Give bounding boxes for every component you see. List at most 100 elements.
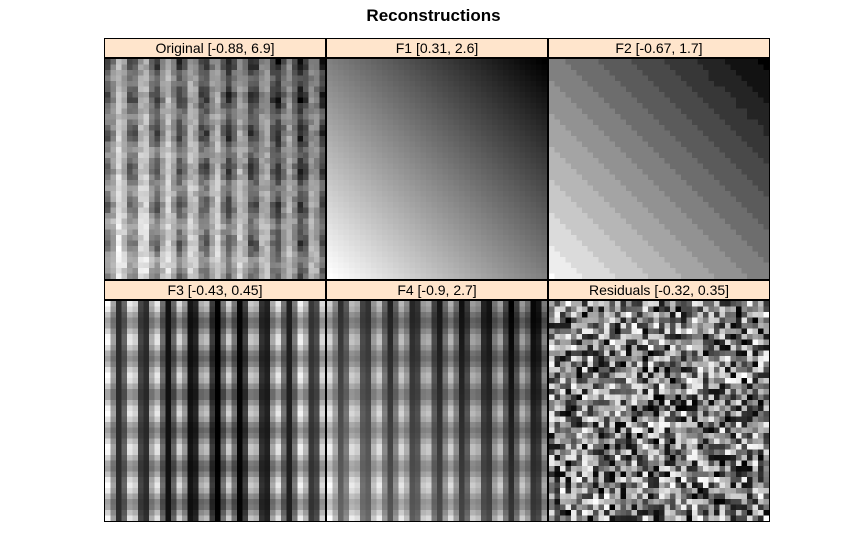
heatmap-cell bbox=[582, 268, 588, 274]
heatmap-cell bbox=[231, 246, 238, 252]
heatmap-cell bbox=[264, 235, 271, 241]
heatmap-cell bbox=[530, 196, 537, 203]
heatmap-cell bbox=[409, 75, 416, 82]
heatmap-cell bbox=[598, 180, 605, 186]
heatmap-cell bbox=[587, 147, 594, 153]
heatmap-cell bbox=[398, 64, 405, 71]
heatmap-cell bbox=[736, 70, 742, 76]
heatmap-cell bbox=[382, 235, 388, 241]
heatmap-cell bbox=[514, 86, 520, 93]
heatmap-cell bbox=[220, 169, 227, 175]
heatmap-cell bbox=[560, 262, 566, 269]
heatmap-cell bbox=[565, 81, 572, 87]
heatmap-cell bbox=[105, 64, 111, 71]
heatmap-cell bbox=[204, 114, 210, 120]
heatmap-cell bbox=[127, 268, 133, 274]
heatmap-cell bbox=[226, 158, 232, 164]
heatmap-cell bbox=[492, 92, 498, 98]
heatmap-cell bbox=[338, 92, 344, 98]
heatmap-cell bbox=[193, 229, 199, 236]
heatmap-cell bbox=[741, 64, 748, 71]
heatmap-cell bbox=[697, 64, 704, 71]
heatmap-cell bbox=[165, 59, 172, 65]
heatmap-cell bbox=[253, 317, 260, 324]
heatmap-cell bbox=[398, 235, 405, 241]
heatmap-cell bbox=[497, 119, 504, 126]
heatmap-cell bbox=[143, 147, 150, 153]
heatmap-cell bbox=[565, 136, 572, 142]
heatmap-cell bbox=[571, 97, 577, 104]
heatmap-cell bbox=[303, 224, 309, 230]
heatmap-cell bbox=[237, 174, 243, 181]
heatmap-cell bbox=[354, 119, 361, 126]
heatmap-cell bbox=[659, 81, 665, 87]
heatmap-cell bbox=[587, 251, 594, 258]
heatmap-cell bbox=[541, 240, 547, 247]
heatmap-cell bbox=[481, 207, 487, 214]
heatmap-cell bbox=[615, 119, 621, 126]
heatmap-cell bbox=[270, 229, 276, 236]
heatmap-cell bbox=[554, 70, 561, 76]
heatmap-cell bbox=[653, 147, 660, 153]
heatmap-cell bbox=[198, 273, 205, 279]
heatmap-cell bbox=[215, 180, 221, 186]
heatmap-cell bbox=[160, 235, 166, 241]
heatmap-cell bbox=[105, 158, 111, 164]
heatmap-cell bbox=[519, 97, 526, 104]
heatmap-cell bbox=[741, 246, 748, 252]
heatmap-cell bbox=[248, 251, 254, 258]
heatmap-cell bbox=[442, 163, 449, 170]
heatmap-cell bbox=[758, 97, 764, 104]
heatmap-cell bbox=[332, 70, 339, 76]
heatmap-cell bbox=[686, 70, 693, 76]
heatmap-cell bbox=[382, 207, 388, 214]
heatmap-cell bbox=[187, 262, 194, 269]
heatmap-cell bbox=[226, 103, 232, 109]
heatmap-cell bbox=[719, 125, 726, 131]
heatmap-cell bbox=[387, 97, 394, 104]
heatmap-cell bbox=[758, 130, 764, 137]
heatmap-cell bbox=[154, 103, 161, 109]
heatmap-cell bbox=[593, 213, 599, 219]
heatmap-cell bbox=[481, 174, 487, 181]
heatmap-cell bbox=[376, 158, 383, 164]
heatmap-cell bbox=[292, 103, 298, 109]
heatmap-cell bbox=[154, 323, 161, 329]
heatmap-cell bbox=[730, 196, 737, 203]
heatmap-cell bbox=[741, 180, 748, 186]
heatmap-cell bbox=[736, 152, 742, 159]
heatmap-cell bbox=[398, 97, 405, 104]
heatmap-cell bbox=[116, 119, 122, 126]
heatmap-cell bbox=[215, 317, 221, 324]
heatmap-cell bbox=[105, 312, 111, 318]
heatmap-cell bbox=[242, 213, 249, 219]
heatmap-cell bbox=[149, 323, 155, 329]
heatmap-cell bbox=[182, 158, 188, 164]
heatmap-cell bbox=[215, 224, 221, 230]
heatmap-cell bbox=[508, 97, 515, 104]
heatmap-cell bbox=[508, 158, 515, 164]
heatmap-cell bbox=[697, 163, 704, 170]
heatmap-cell bbox=[730, 86, 737, 93]
heatmap-cell bbox=[503, 213, 509, 219]
heatmap-cell bbox=[242, 218, 249, 225]
heatmap-cell bbox=[327, 152, 333, 159]
heatmap-cell bbox=[598, 185, 605, 192]
heatmap-cell bbox=[149, 92, 155, 98]
heatmap-cell bbox=[215, 306, 221, 313]
heatmap-cell bbox=[664, 207, 671, 214]
heatmap-cell bbox=[165, 97, 172, 104]
heatmap-cell bbox=[248, 213, 254, 219]
heatmap-cell bbox=[226, 163, 232, 170]
heatmap-cell bbox=[138, 70, 144, 76]
heatmap-cell bbox=[220, 306, 227, 313]
heatmap-cell bbox=[338, 213, 344, 219]
heatmap-cell bbox=[160, 92, 166, 98]
heatmap-cell bbox=[464, 119, 471, 126]
heatmap-cell bbox=[226, 174, 232, 181]
heatmap-cell bbox=[275, 257, 282, 263]
heatmap-cell bbox=[631, 70, 638, 76]
heatmap-cell bbox=[160, 59, 166, 65]
heatmap-cell bbox=[149, 147, 155, 153]
heatmap-cell bbox=[165, 273, 172, 279]
